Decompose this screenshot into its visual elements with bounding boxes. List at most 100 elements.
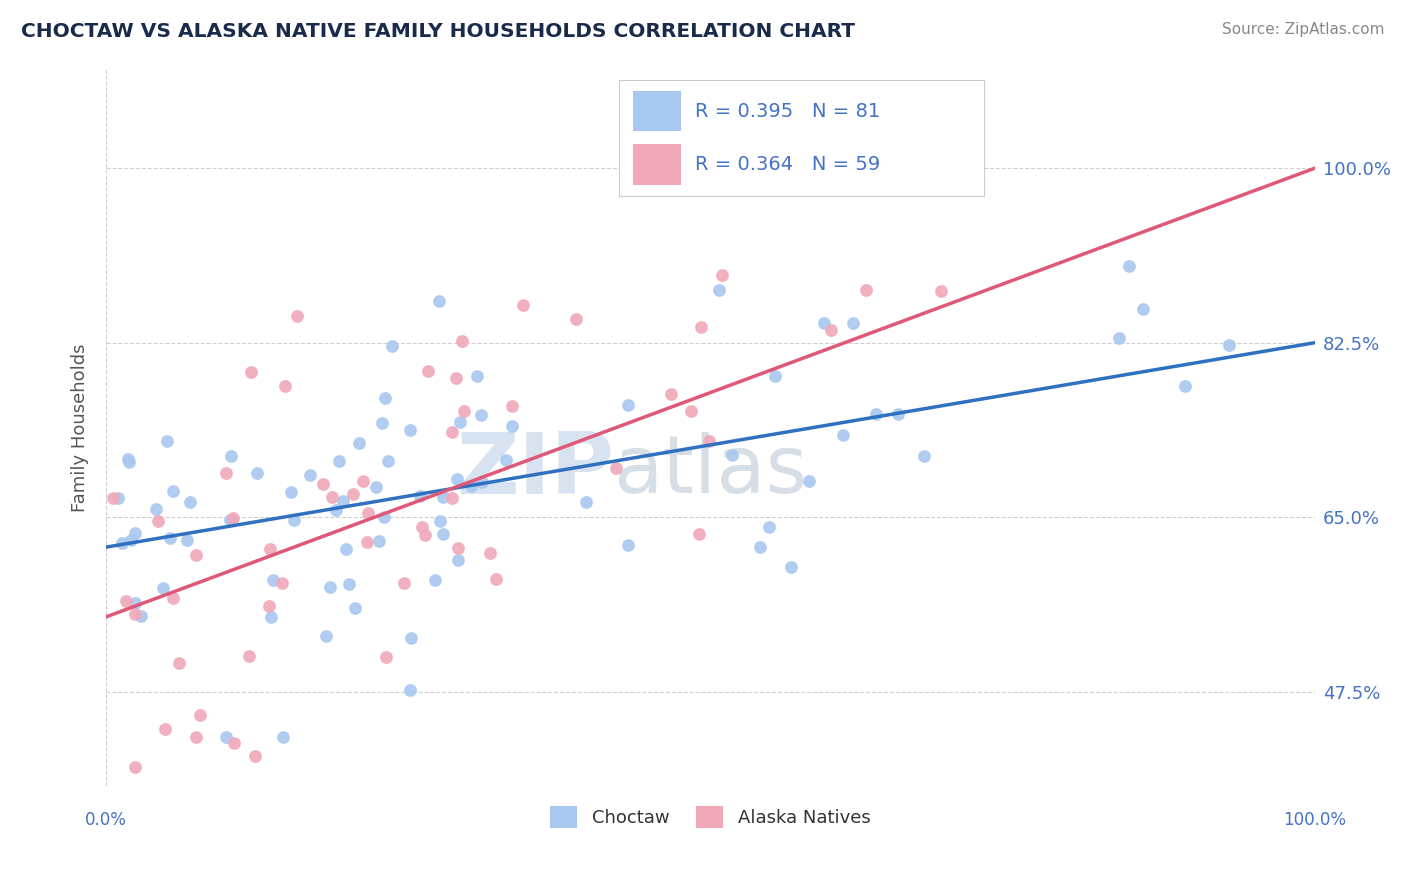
Point [820, 323, 842, 337]
Point [243, 749, 266, 764]
Point [218, 513, 240, 527]
Point [416, 364, 439, 378]
Point [271, 575, 294, 590]
Point [162, 484, 184, 499]
Y-axis label: Family Households: Family Households [72, 343, 89, 512]
Point [257, 599, 280, 614]
Point [409, 489, 432, 503]
Point [357, 506, 380, 520]
Point [710, 268, 733, 283]
Point [423, 573, 446, 587]
Point [398, 682, 420, 697]
Point [271, 730, 294, 744]
Point [184, 549, 207, 563]
Point [512, 298, 534, 312]
Point [321, 490, 343, 504]
Point [929, 285, 952, 299]
Text: CHOCTAW VS ALASKA NATIVE FAMILY HOUSEHOLDS CORRELATION CHART: CHOCTAW VS ALASKA NATIVE FAMILY HOUSEHOL… [21, 22, 855, 41]
Point [214, 730, 236, 744]
Point [495, 452, 517, 467]
Point [146, 514, 169, 528]
Point [260, 609, 283, 624]
Point [813, 316, 835, 330]
Point [368, 533, 391, 548]
Point [129, 609, 152, 624]
Point [315, 629, 337, 643]
Point [342, 486, 364, 500]
Point [335, 541, 357, 556]
Point [339, 577, 361, 591]
Point [356, 535, 378, 549]
Point [285, 309, 308, 323]
Point [411, 519, 433, 533]
Point [156, 434, 179, 449]
Point [101, 491, 124, 506]
Point [176, 533, 198, 547]
Point [451, 334, 474, 348]
Point [887, 407, 910, 421]
Point [179, 494, 201, 508]
Point [432, 527, 454, 541]
Point [319, 580, 342, 594]
Point [758, 520, 780, 534]
Point [797, 474, 820, 488]
Point [565, 312, 588, 326]
Point [392, 576, 415, 591]
Point [377, 454, 399, 468]
Point [115, 594, 138, 608]
Point [453, 404, 475, 418]
Point [470, 409, 492, 423]
Point [347, 435, 370, 450]
Point [111, 535, 134, 549]
Text: atlas: atlas [613, 432, 808, 509]
Text: ZIP: ZIP [456, 429, 613, 512]
Point [1118, 259, 1140, 273]
Point [763, 369, 786, 384]
Text: 100.0%: 100.0% [1284, 812, 1346, 830]
Point [688, 526, 710, 541]
Point [274, 379, 297, 393]
Point [246, 466, 269, 480]
Point [832, 428, 855, 442]
Point [332, 494, 354, 508]
Point [344, 601, 367, 615]
Point [145, 502, 167, 516]
Point [605, 460, 627, 475]
Point [1108, 331, 1130, 345]
Point [575, 494, 598, 508]
Point [124, 759, 146, 773]
Point [371, 416, 394, 430]
Point [446, 472, 468, 486]
Text: R = 0.395   N = 81: R = 0.395 N = 81 [696, 102, 880, 120]
Point [865, 407, 887, 421]
Point [446, 552, 468, 566]
Point [162, 591, 184, 605]
Point [697, 434, 720, 448]
Point [120, 533, 142, 547]
Point [479, 546, 502, 560]
Point [721, 448, 744, 462]
Point [325, 503, 347, 517]
Point [238, 648, 260, 663]
FancyBboxPatch shape [633, 144, 681, 185]
Point [863, 112, 886, 126]
Point [159, 531, 181, 545]
Point [381, 339, 404, 353]
Point [617, 398, 640, 412]
Point [117, 451, 139, 466]
Point [280, 485, 302, 500]
Point [501, 419, 523, 434]
Point [184, 730, 207, 744]
Point [444, 370, 467, 384]
Point [1132, 301, 1154, 316]
Point [661, 387, 683, 401]
Point [707, 283, 730, 297]
Point [221, 513, 243, 527]
Point [447, 541, 470, 555]
Point [460, 479, 482, 493]
Point [374, 650, 396, 665]
Point [855, 284, 877, 298]
Point [222, 511, 245, 525]
Point [471, 475, 494, 489]
Point [219, 450, 242, 464]
